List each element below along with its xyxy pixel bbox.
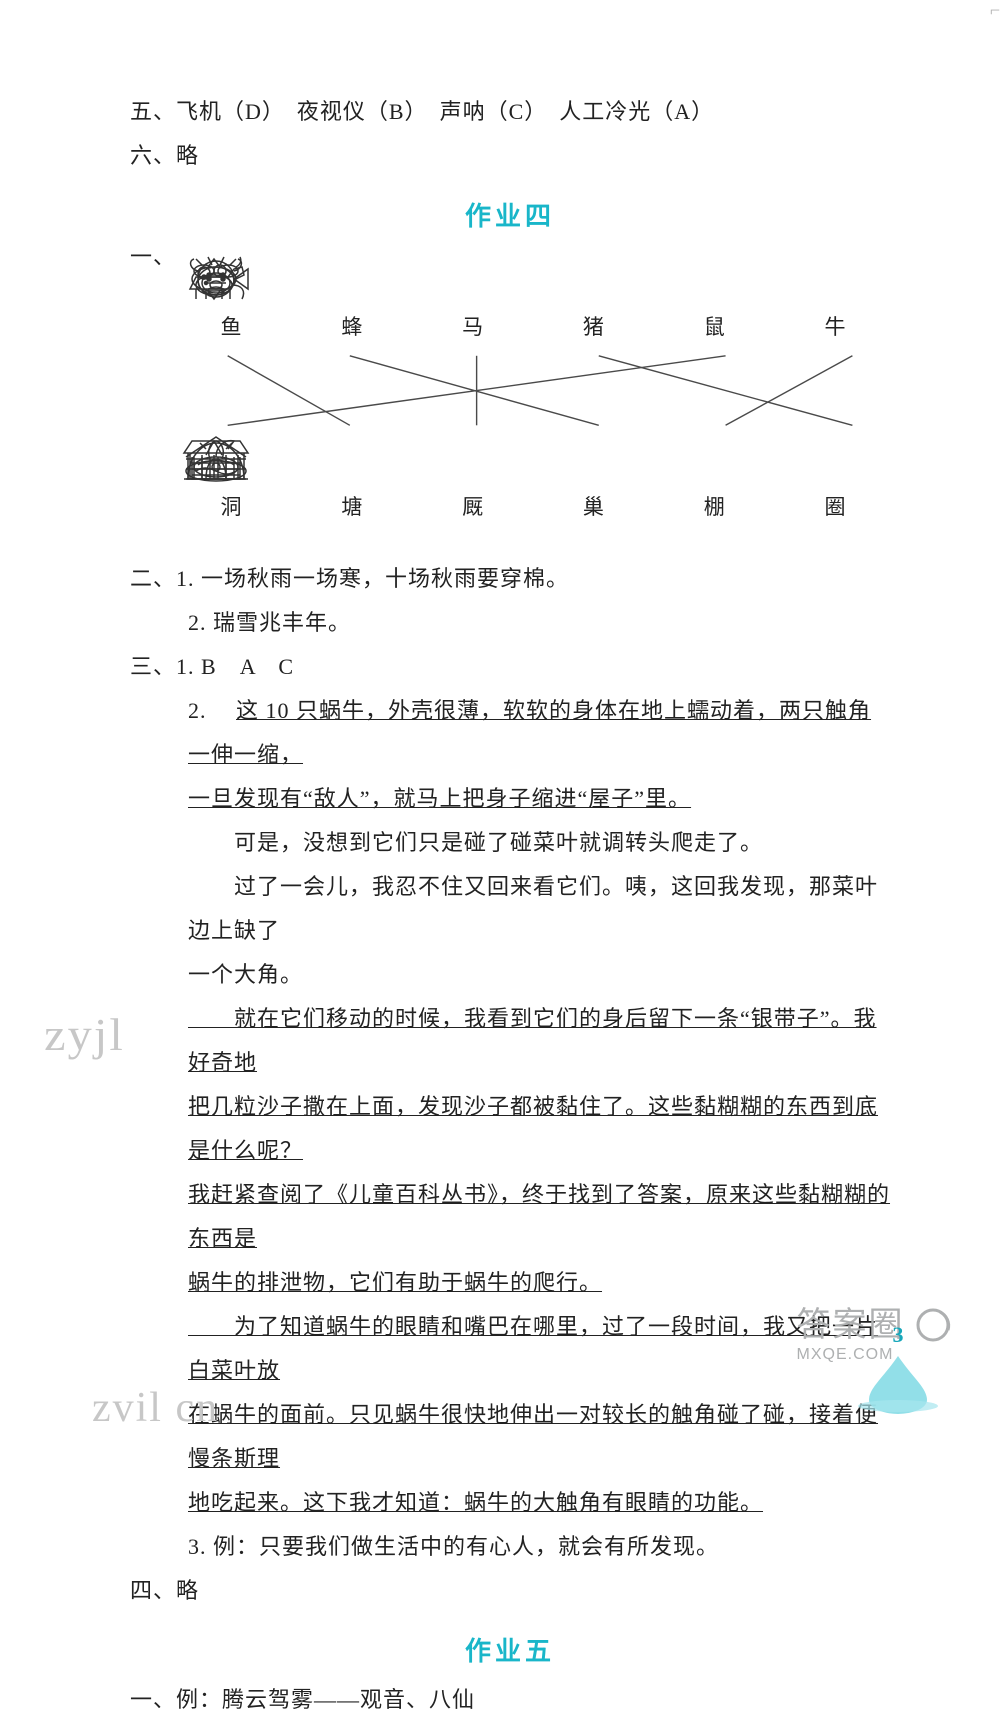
bottom-label-3: 巢 <box>538 491 648 521</box>
q2-run-0: 这 10 只蜗牛，外壳很薄，软软的身体在地上蠕动着，两只触角一伸一缩， <box>188 698 871 767</box>
bottom-label-1: 塘 <box>297 491 407 521</box>
q2-run-10: 在蜗牛的面前。只见蜗牛很快地伸出一对较长的触角碰了碰，接着便慢条斯理 <box>188 1402 878 1471</box>
q2-run-9: 为了知道蜗牛的眼睛和嘴巴在哪里，过了一段时间，我又把一片白菜叶放 <box>188 1314 878 1383</box>
watermark-main: zyjl <box>44 1008 125 1061</box>
section-3-q3: 3. 例：只要我们做生活中的有心人，就会有所发现。 <box>130 1525 890 1569</box>
q2-run-1: 一旦发现有“敌人”，就马上把身子缩进“屋子”里。 <box>188 786 691 811</box>
section-2-line-1: 二、1. 一场秋雨一场寒，十场秋雨要穿棉。 <box>130 557 890 601</box>
q2-run-11: 地吃起来。这下我才知道：蜗牛的大触角有眼睛的功能。 <box>188 1490 763 1515</box>
bottom-label-2: 厩 <box>418 491 528 521</box>
watermark-bottom: zvil cn <box>92 1384 219 1432</box>
section-3-prefix: 三、 <box>130 654 176 679</box>
answer-line-five: 五、飞机（D） 夜视仪（B） 声呐（C） 人工冷光（A） <box>130 90 890 134</box>
section-1-prefix: 一、 <box>130 243 176 271</box>
section-2-item-2: 2. 瑞雪兆丰年。 <box>130 601 890 645</box>
bottom-cell-pond: 塘 <box>297 429 407 521</box>
stable-icon <box>433 429 513 487</box>
corner-tick-mark: ⌐ <box>990 0 1000 21</box>
section-3-q2-leadin: 2. <box>188 698 236 723</box>
q2-run-8: 蜗牛的排泄物，它们有助于蜗牛的爬行。 <box>188 1270 602 1295</box>
section-2-prefix: 二、 <box>130 566 176 591</box>
bottom-label-5: 圈 <box>780 491 890 521</box>
heading-homework-5: 作业五 <box>130 1631 890 1668</box>
section-2-item-1: 1. 一场秋雨一场寒，十场秋雨要穿棉。 <box>176 566 569 591</box>
bottom-cell-pen: 圈 <box>780 429 890 521</box>
section-3-q1: 1. B A C <box>176 654 294 679</box>
answer-line-six: 六、略 <box>130 134 890 178</box>
matching-bottom-row: 洞 塘 厩 巢 <box>176 429 890 521</box>
shed-icon <box>674 429 754 487</box>
page-number: 3 <box>838 1322 958 1348</box>
pond-icon <box>312 429 392 487</box>
droplet-icon <box>843 1354 953 1414</box>
bottom-label-4: 棚 <box>659 491 769 521</box>
matching-diagram: 鱼 蜂 马 猪 <box>176 249 890 549</box>
nest-icon <box>553 429 633 487</box>
bottom-cell-shed: 棚 <box>659 429 769 521</box>
q2-run-2: 可是，没想到它们只是碰了碰菜叶就调转头爬走了。 <box>188 830 763 855</box>
page-corner-decoration: 3 <box>838 1328 958 1414</box>
section-5-line-1: 一、例：腾云驾雾——观音、八仙 <box>130 1678 890 1722</box>
bottom-cell-stable: 厩 <box>418 429 528 521</box>
q2-run-4: 一个大角。 <box>188 962 303 987</box>
q2-run-3: 过了一会儿，我忍不住又回来看它们。咦，这回我发现，那菜叶边上缺了 <box>188 874 878 943</box>
section-4: 四、略 <box>130 1569 890 1613</box>
section-3-line-1: 三、1. B A C <box>130 645 890 689</box>
heading-homework-4: 作业四 <box>130 196 890 233</box>
q2-run-7: 我赶紧查阅了《儿童百科丛书》，终于找到了答案，原来这些黏糊糊的东西是 <box>188 1182 890 1251</box>
q2-run-5: 就在它们移动的时候，我看到它们的身后留下一条“银带子”。我好奇地 <box>188 1006 877 1075</box>
pen-icon <box>795 429 875 487</box>
section-3-q2-start: 2. 这 10 只蜗牛，外壳很薄，软软的身体在地上蠕动着，两只触角一伸一缩， <box>130 689 890 777</box>
worksheet-page: ⌐ 五、飞机（D） 夜视仪（B） 声呐（C） 人工冷光（A） 六、略 作业四 一… <box>0 0 1000 1436</box>
bottom-cell-nest: 巢 <box>538 429 648 521</box>
q2-run-6: 把几粒沙子撒在上面，发现沙子都被黏住了。这些黏糊糊的东西到底是什么呢？ <box>188 1094 878 1163</box>
bottom-label-0: 洞 <box>176 491 286 521</box>
